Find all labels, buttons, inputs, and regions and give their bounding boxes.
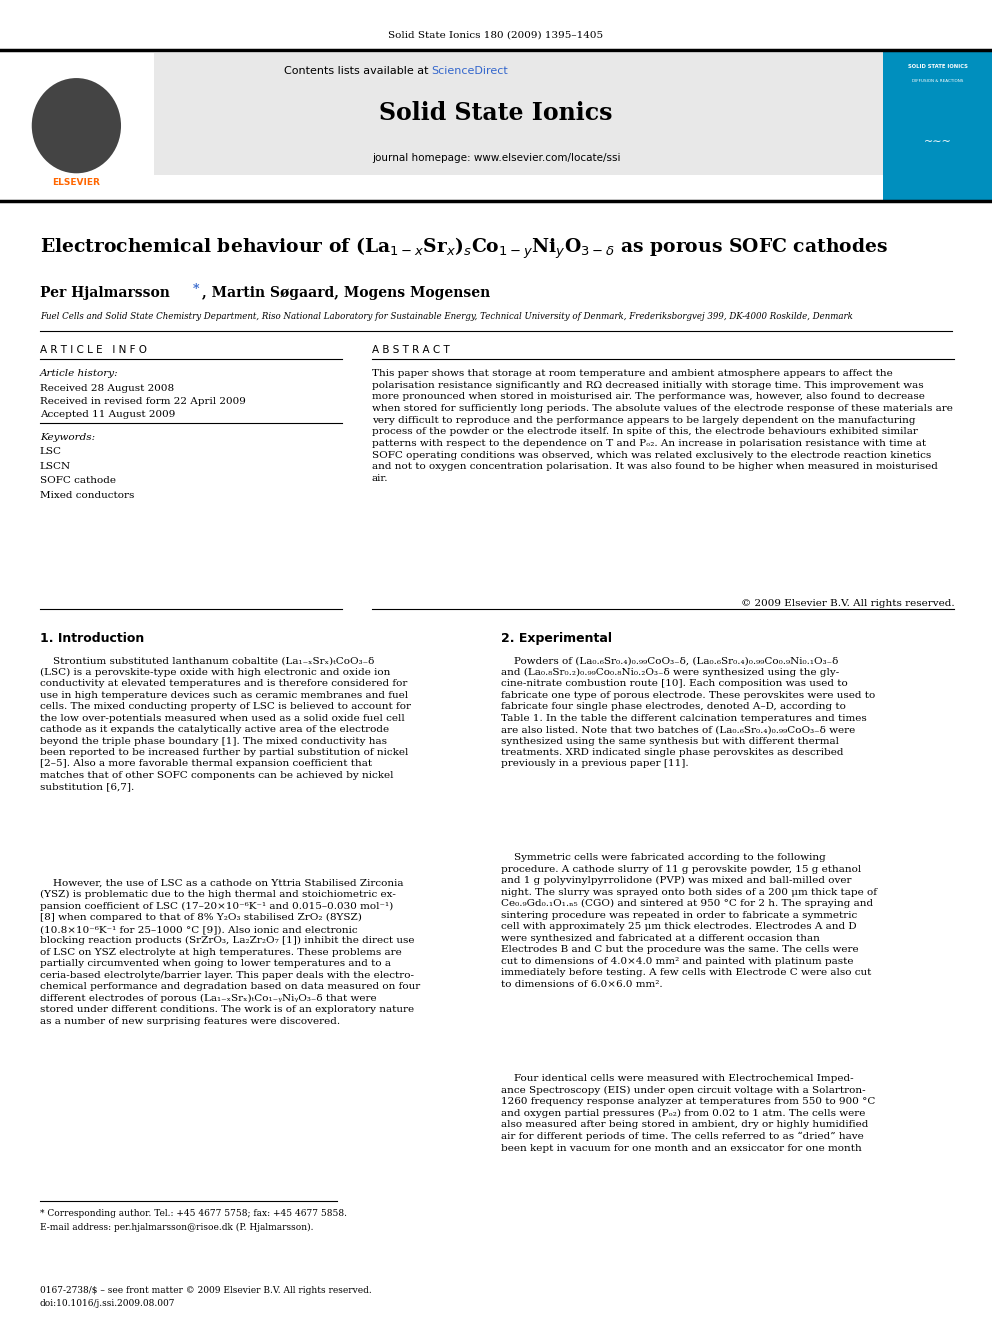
Text: Keywords:: Keywords: — [40, 433, 95, 442]
Text: Article history:: Article history: — [40, 369, 118, 378]
Text: A R T I C L E   I N F O: A R T I C L E I N F O — [40, 345, 147, 356]
Text: *: * — [192, 283, 199, 296]
Text: 0167-2738/$ – see front matter © 2009 Elsevier B.V. All rights reserved.: 0167-2738/$ – see front matter © 2009 El… — [40, 1286, 371, 1295]
Text: Fuel Cells and Solid State Chemistry Department, Riso National Laboratory for Su: Fuel Cells and Solid State Chemistry Dep… — [40, 312, 852, 321]
Text: A B S T R A C T: A B S T R A C T — [372, 345, 449, 356]
Text: 2. Experimental: 2. Experimental — [501, 632, 612, 646]
Text: Accepted 11 August 2009: Accepted 11 August 2009 — [40, 410, 175, 419]
Text: , Martin Søgaard, Mogens Mogensen: , Martin Søgaard, Mogens Mogensen — [202, 286, 491, 300]
Text: Contents lists available at: Contents lists available at — [284, 66, 432, 77]
Text: ScienceDirect: ScienceDirect — [432, 66, 508, 77]
Text: Received in revised form 22 April 2009: Received in revised form 22 April 2009 — [40, 397, 246, 406]
Text: E-mail address: per.hjalmarsson@risoe.dk (P. Hjalmarsson).: E-mail address: per.hjalmarsson@risoe.dk… — [40, 1222, 313, 1232]
Text: * Corresponding author. Tel.: +45 4677 5758; fax: +45 4677 5858.: * Corresponding author. Tel.: +45 4677 5… — [40, 1209, 346, 1218]
Bar — [72, 140, 80, 164]
Text: Powders of (La₀.₆Sr₀.₄)₀.₉₉CoO₃₋δ, (La₀.₆Sr₀.₄)₀.₉₉Co₀.₉Ni₀.₁O₃₋δ
and (La₀.₈Sr₀.: Powders of (La₀.₆Sr₀.₄)₀.₉₉CoO₃₋δ, (La₀.… — [501, 656, 875, 769]
Text: However, the use of LSC as a cathode on Yttria Stabilised Zirconia
(YSZ) is prob: However, the use of LSC as a cathode on … — [40, 878, 420, 1025]
Text: Strontium substituted lanthanum cobaltite (La₁₋ₓSrₓ)ₜCoO₃₋δ
(LSC) is a perovskit: Strontium substituted lanthanum cobaltit… — [40, 656, 411, 791]
Text: SOFC cathode: SOFC cathode — [40, 476, 116, 486]
Text: © 2009 Elsevier B.V. All rights reserved.: © 2009 Elsevier B.V. All rights reserved… — [741, 599, 954, 609]
Text: Received 28 August 2008: Received 28 August 2008 — [40, 384, 174, 393]
Text: ~∼~: ~∼~ — [924, 136, 951, 147]
FancyBboxPatch shape — [154, 53, 883, 175]
FancyBboxPatch shape — [883, 50, 992, 201]
Text: doi:10.1016/j.ssi.2009.08.007: doi:10.1016/j.ssi.2009.08.007 — [40, 1299, 176, 1308]
Text: LSCN: LSCN — [40, 462, 70, 471]
Text: ELSEVIER: ELSEVIER — [53, 179, 100, 187]
Text: SOLID STATE IONICS: SOLID STATE IONICS — [908, 64, 967, 69]
Text: DIFFUSION & REACTIONS: DIFFUSION & REACTIONS — [912, 79, 963, 83]
Text: This paper shows that storage at room temperature and ambient atmosphere appears: This paper shows that storage at room te… — [372, 369, 953, 483]
Text: 1. Introduction: 1. Introduction — [40, 632, 144, 646]
Ellipse shape — [32, 78, 121, 173]
Text: Four identical cells were measured with Electrochemical Imped-
ance Spectroscopy: Four identical cells were measured with … — [501, 1074, 875, 1152]
Text: LSC: LSC — [40, 447, 62, 456]
Text: Electrochemical behaviour of (La$_{1-x}$Sr$_{x}$)$_{s}$Co$_{1-y}$Ni$_{y}$O$_{3-\: Electrochemical behaviour of (La$_{1-x}$… — [40, 235, 888, 261]
FancyBboxPatch shape — [0, 50, 154, 201]
Text: Mixed conductors: Mixed conductors — [40, 491, 134, 500]
Text: Symmetric cells were fabricated according to the following
procedure. A cathode : Symmetric cells were fabricated accordin… — [501, 853, 877, 988]
Text: journal homepage: www.elsevier.com/locate/ssi: journal homepage: www.elsevier.com/locat… — [372, 153, 620, 164]
Text: Solid State Ionics 180 (2009) 1395–1405: Solid State Ionics 180 (2009) 1395–1405 — [389, 30, 603, 40]
Text: Per Hjalmarsson: Per Hjalmarsson — [40, 286, 175, 300]
Text: Solid State Ionics: Solid State Ionics — [379, 101, 613, 124]
